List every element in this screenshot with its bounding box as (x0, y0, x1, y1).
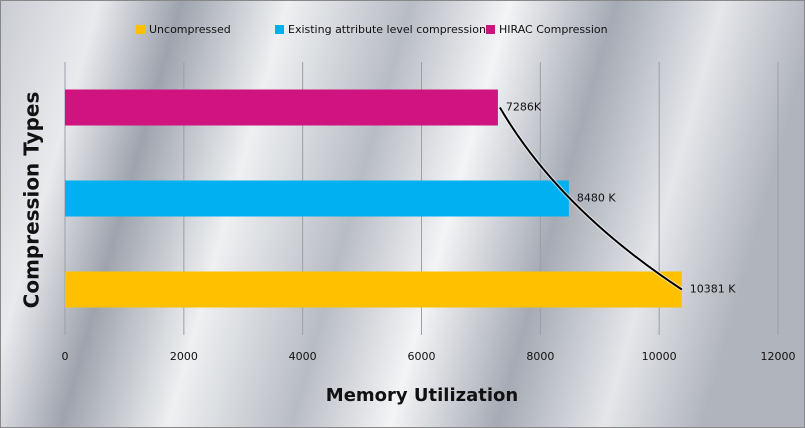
x-axis-title: Memory Utilization (326, 385, 518, 406)
bar (65, 271, 682, 308)
y-axis-title: Compression Types (20, 92, 44, 309)
x-tick-label: 4000 (289, 350, 317, 363)
x-tick-label: 8000 (526, 350, 554, 363)
legend-label: Existing attribute level compression (288, 23, 486, 36)
bar (65, 180, 569, 217)
x-tick-label: 12000 (761, 350, 796, 363)
bar (65, 89, 498, 126)
x-tick-label: 10000 (642, 350, 677, 363)
legend-label: Uncompressed (149, 23, 231, 36)
legend-swatch (486, 25, 495, 34)
value-label: 7286K (506, 101, 542, 114)
trend-curve (499, 106, 683, 291)
value-label: 10381 K (690, 283, 736, 296)
legend-swatch (136, 25, 145, 34)
legend-swatch (275, 25, 284, 34)
x-tick-label: 6000 (408, 350, 436, 363)
x-tick-label: 2000 (170, 350, 198, 363)
legend-label: HIRAC Compression (499, 23, 608, 36)
value-label: 8480 K (577, 192, 616, 205)
x-tick-label: 0 (62, 350, 69, 363)
